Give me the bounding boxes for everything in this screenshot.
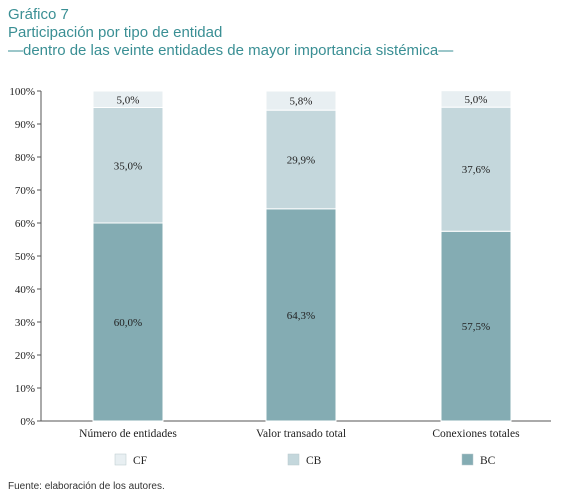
x-tick-label: Conexiones totales xyxy=(432,428,520,440)
legend-swatch-cf xyxy=(114,453,127,466)
legend-swatch-bc xyxy=(461,453,474,466)
chart-subtitle: —dentro de las veinte entidades de mayor… xyxy=(8,42,454,59)
legend-label: CF xyxy=(133,455,147,467)
data-label: 64,3% xyxy=(287,310,315,322)
y-tick-label: 0% xyxy=(20,416,35,428)
source-note: Fuente: elaboración de los autores. xyxy=(8,481,165,492)
bar-segment-bc xyxy=(265,208,337,422)
data-label: 35,0% xyxy=(114,160,142,172)
chart-title: Participación por tipo de entidad xyxy=(8,24,223,41)
data-label: 29,9% xyxy=(287,154,315,166)
data-label: 5,0% xyxy=(465,94,488,106)
y-tick-label: 70% xyxy=(15,185,35,197)
legend-label: CB xyxy=(306,455,322,467)
chart-label: Gráfico 7 xyxy=(8,6,69,23)
y-tick-label: 50% xyxy=(15,251,35,263)
data-label: 5,8% xyxy=(290,96,313,108)
data-label: 37,6% xyxy=(462,164,490,176)
bar-segment-cf xyxy=(92,90,164,108)
bar-segment-cb xyxy=(440,106,512,232)
y-tick-label: 30% xyxy=(15,317,35,329)
y-tick-label: 20% xyxy=(15,350,35,362)
bar-segment-cf xyxy=(265,90,337,111)
bar-segment-cf xyxy=(440,90,512,108)
data-label: 5,0% xyxy=(117,94,140,106)
data-label: 60,0% xyxy=(114,317,142,329)
y-tick-label: 80% xyxy=(15,152,35,164)
legend-swatch-cb xyxy=(287,453,300,466)
stacked-bar-chart: 0% 10% 20% 30% 40% 50% 60% 70% 80% 90% 100% 60,0% 35… xyxy=(9,86,551,467)
y-tick-label: 90% xyxy=(15,119,35,131)
x-tick-label: Valor transado total xyxy=(256,428,346,440)
y-tick-label: 10% xyxy=(15,383,35,395)
y-tick-label: 100% xyxy=(9,86,35,98)
y-tick-label: 60% xyxy=(15,218,35,230)
legend-label: BC xyxy=(480,455,496,467)
x-tick-label: Número de entidades xyxy=(79,428,177,440)
bar-segment-bc xyxy=(440,230,512,422)
y-tick-label: 40% xyxy=(15,284,35,296)
data-label: 57,5% xyxy=(462,321,490,333)
chart-header: Gráfico 7 Participación por tipo de enti… xyxy=(8,6,453,60)
